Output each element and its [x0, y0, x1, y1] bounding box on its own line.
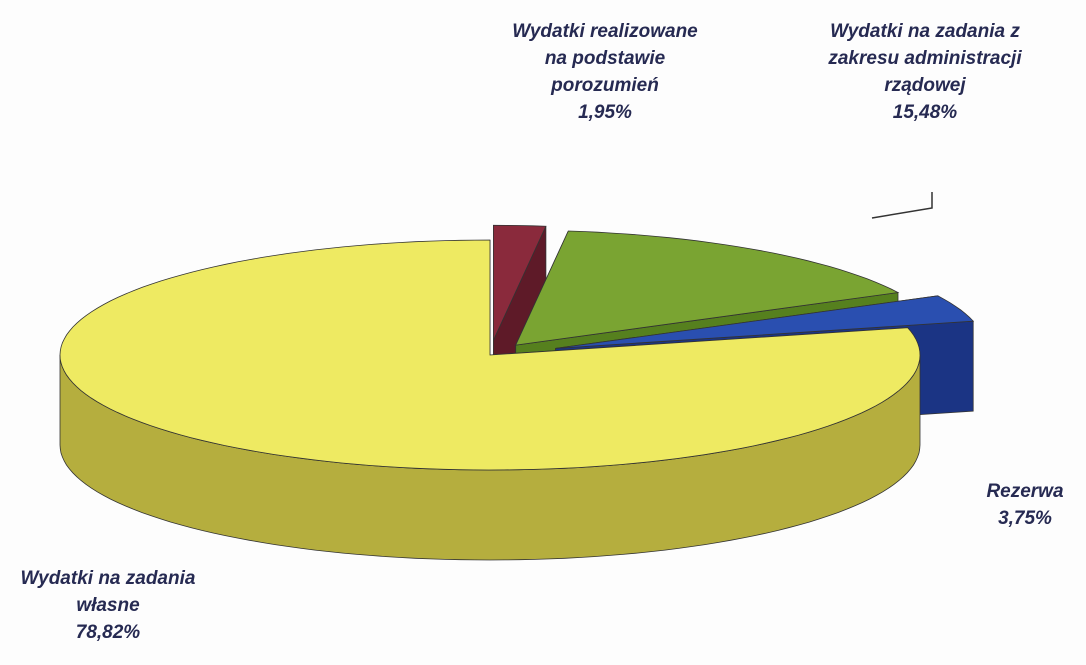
value-label: 1,95%	[578, 102, 632, 123]
leader-line	[871, 192, 933, 219]
slice-label: Rezerwa 3,75%	[960, 478, 1086, 532]
category-name: Wydatki realizowane na podstawie porozum…	[512, 21, 698, 96]
category-name: Wydatki na zadania z zakresu administrac…	[828, 21, 1022, 96]
value-label: 78,82%	[75, 622, 141, 643]
slice-label: Wydatki na zadania własne 78,82%	[0, 565, 218, 646]
slice	[555, 295, 975, 349]
slice	[493, 224, 547, 341]
category-name: Rezerwa	[986, 481, 1064, 502]
value-label: 15,48%	[892, 102, 958, 123]
value-label: 3,75%	[998, 508, 1052, 529]
category-name: Wydatki na zadania własne	[20, 568, 196, 616]
slice-label: Wydatki na zadania z zakresu administrac…	[810, 18, 1040, 126]
slice	[59, 239, 921, 561]
slice-label: Wydatki realizowane na podstawie porozum…	[505, 18, 705, 126]
slice	[515, 230, 900, 346]
slice	[59, 239, 921, 471]
